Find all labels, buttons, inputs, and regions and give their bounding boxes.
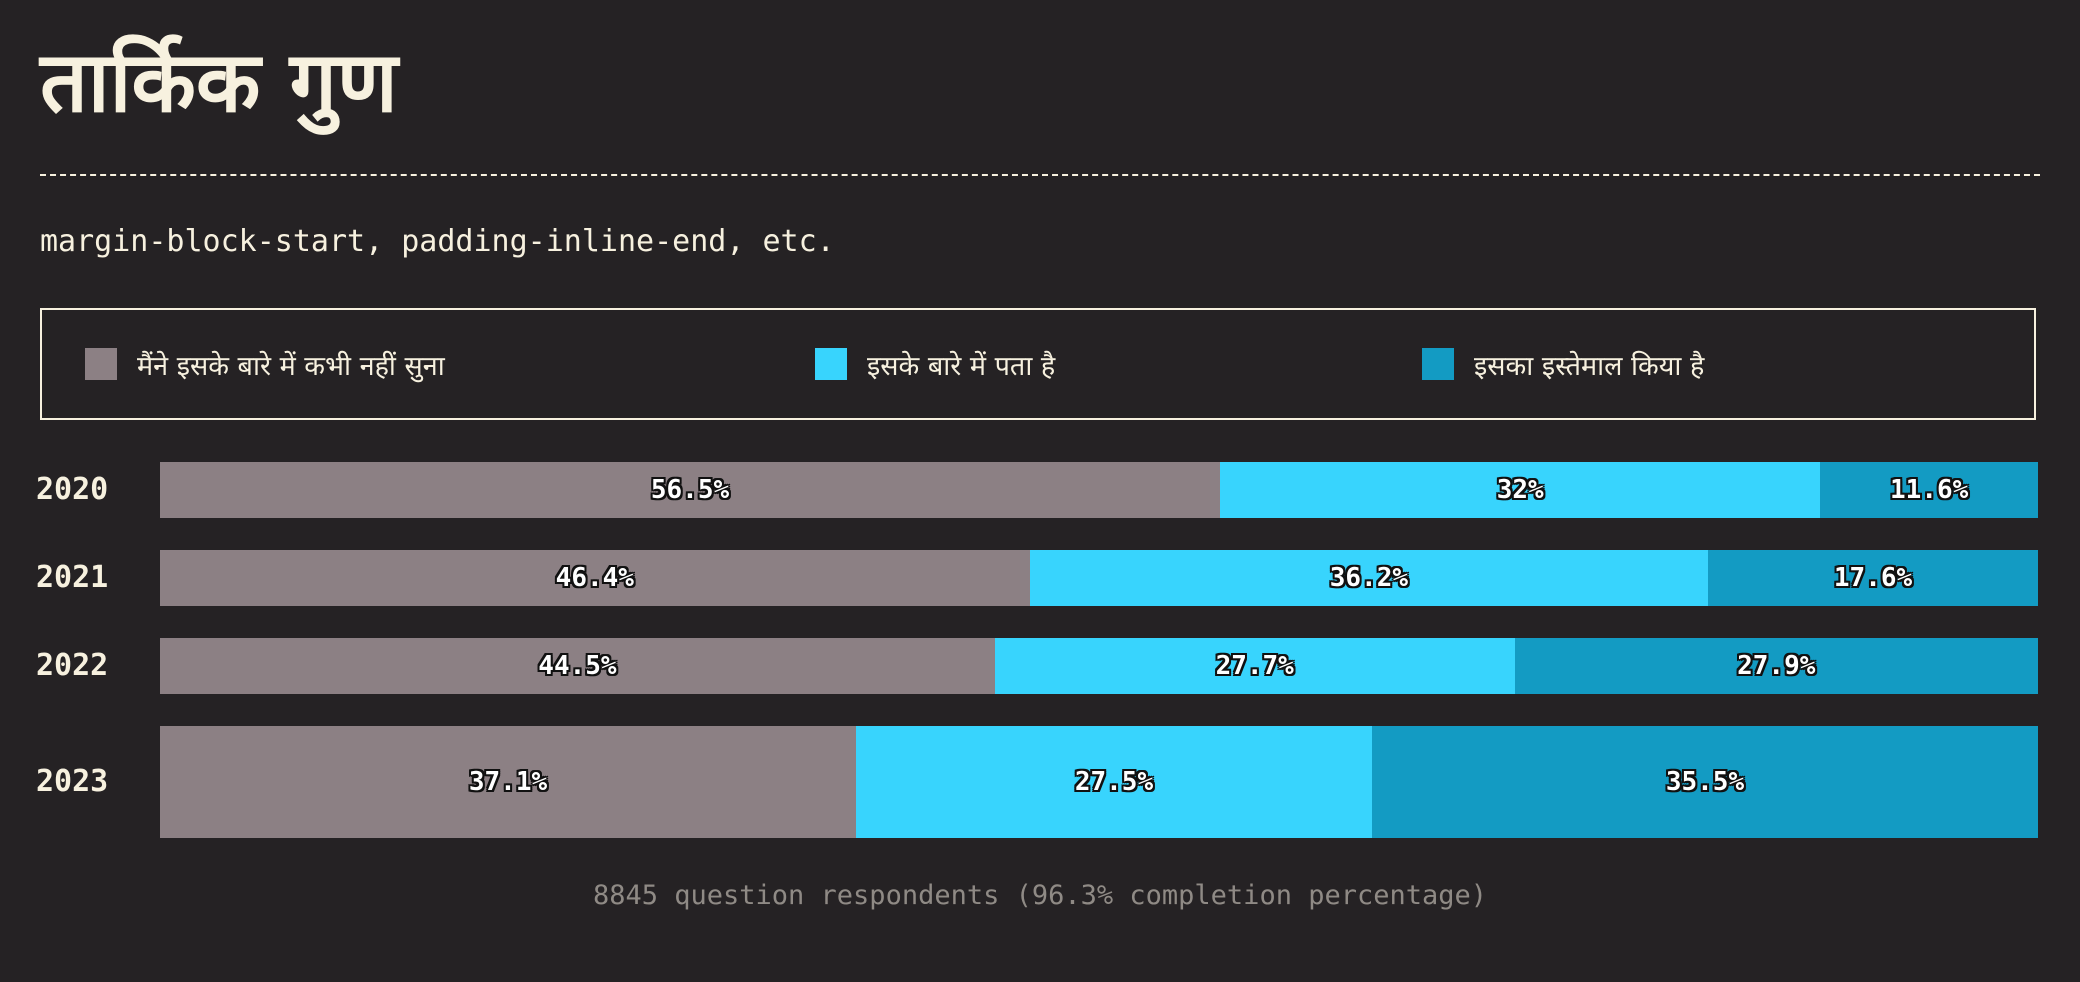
data-label-know-about-2022: 27.7% bbox=[1215, 651, 1294, 681]
data-label-used-2022: 27.9% bbox=[1737, 651, 1816, 681]
bar-row-2022: 44.5% 27.7% 27.9% bbox=[160, 638, 2038, 694]
title-divider bbox=[40, 174, 2040, 176]
bar-segment-know-about-2020[interactable]: 32% bbox=[1220, 462, 1821, 518]
data-label-used-2020: 11.6% bbox=[1890, 475, 1969, 505]
legend-swatch-know-about bbox=[815, 348, 847, 380]
chart-legend: मैंने इसके बारे में कभी नहीं सुना इसके ब… bbox=[40, 308, 2036, 420]
data-label-never-heard-2023: 37.1% bbox=[468, 767, 548, 797]
legend-swatch-never-heard bbox=[85, 348, 117, 380]
page-title: तार्किक गुण bbox=[40, 33, 398, 131]
bar-segment-used-2021[interactable]: 17.6% bbox=[1708, 550, 2038, 606]
data-label-never-heard-2021: 46.4% bbox=[555, 563, 634, 593]
bar-row-2020: 56.5% 32% 11.6% bbox=[160, 462, 2038, 518]
chart-subtitle: margin-block-start, padding-inline-end, … bbox=[40, 224, 835, 259]
data-label-know-about-2021: 36.2% bbox=[1329, 563, 1409, 593]
respondents-footnote: 8845 question respondents (96.3% complet… bbox=[592, 880, 1488, 911]
data-label-never-heard-2022: 44.5% bbox=[538, 651, 617, 681]
bar-segment-used-2023[interactable]: 35.5% bbox=[1371, 726, 2038, 838]
data-label-never-heard-2020: 56.5% bbox=[650, 475, 730, 505]
legend-item-never-heard[interactable]: मैंने इसके बारे में कभी नहीं सुना bbox=[85, 310, 445, 418]
data-label-used-2023: 35.5% bbox=[1665, 767, 1745, 797]
bar-segment-never-heard-2022[interactable]: 44.5% bbox=[160, 638, 995, 694]
legend-item-know-about[interactable]: इसके बारे में पता है bbox=[815, 310, 1055, 418]
bar-segment-know-about-2021[interactable]: 36.2% bbox=[1029, 550, 1709, 606]
legend-item-used[interactable]: इसका इस्तेमाल किया है bbox=[1422, 310, 1704, 418]
bar-segment-know-about-2022[interactable]: 27.7% bbox=[994, 638, 1515, 694]
year-label-2022: 2022 bbox=[36, 648, 109, 683]
legend-label-never-heard: मैंने इसके बारे में कभी नहीं सुना bbox=[137, 350, 445, 382]
data-label-know-about-2020: 32% bbox=[1496, 475, 1544, 505]
bar-segment-never-heard-2023[interactable]: 37.1% bbox=[160, 726, 857, 838]
bar-segment-never-heard-2021[interactable]: 46.4% bbox=[160, 550, 1030, 606]
bar-segment-used-2020[interactable]: 11.6% bbox=[1820, 462, 2038, 518]
data-label-know-about-2023: 27.5% bbox=[1074, 767, 1154, 797]
year-label-2023: 2023 bbox=[36, 764, 109, 799]
bar-row-2023: 37.1% 27.5% 35.5% bbox=[160, 726, 2038, 838]
bar-segment-know-about-2023[interactable]: 27.5% bbox=[856, 726, 1372, 838]
year-label-2021: 2021 bbox=[36, 560, 109, 595]
legend-label-used: इसका इस्तेमाल किया है bbox=[1474, 350, 1705, 382]
data-label-used-2021: 17.6% bbox=[1833, 563, 1913, 593]
bar-segment-never-heard-2020[interactable]: 56.5% bbox=[160, 462, 1220, 518]
bar-row-2021: 46.4% 36.2% 17.6% bbox=[160, 550, 2038, 606]
legend-label-know-about: इसके बारे में पता है bbox=[867, 350, 1056, 382]
legend-swatch-used bbox=[1422, 348, 1454, 380]
year-label-2020: 2020 bbox=[36, 472, 109, 507]
bar-segment-used-2022[interactable]: 27.9% bbox=[1514, 638, 2038, 694]
